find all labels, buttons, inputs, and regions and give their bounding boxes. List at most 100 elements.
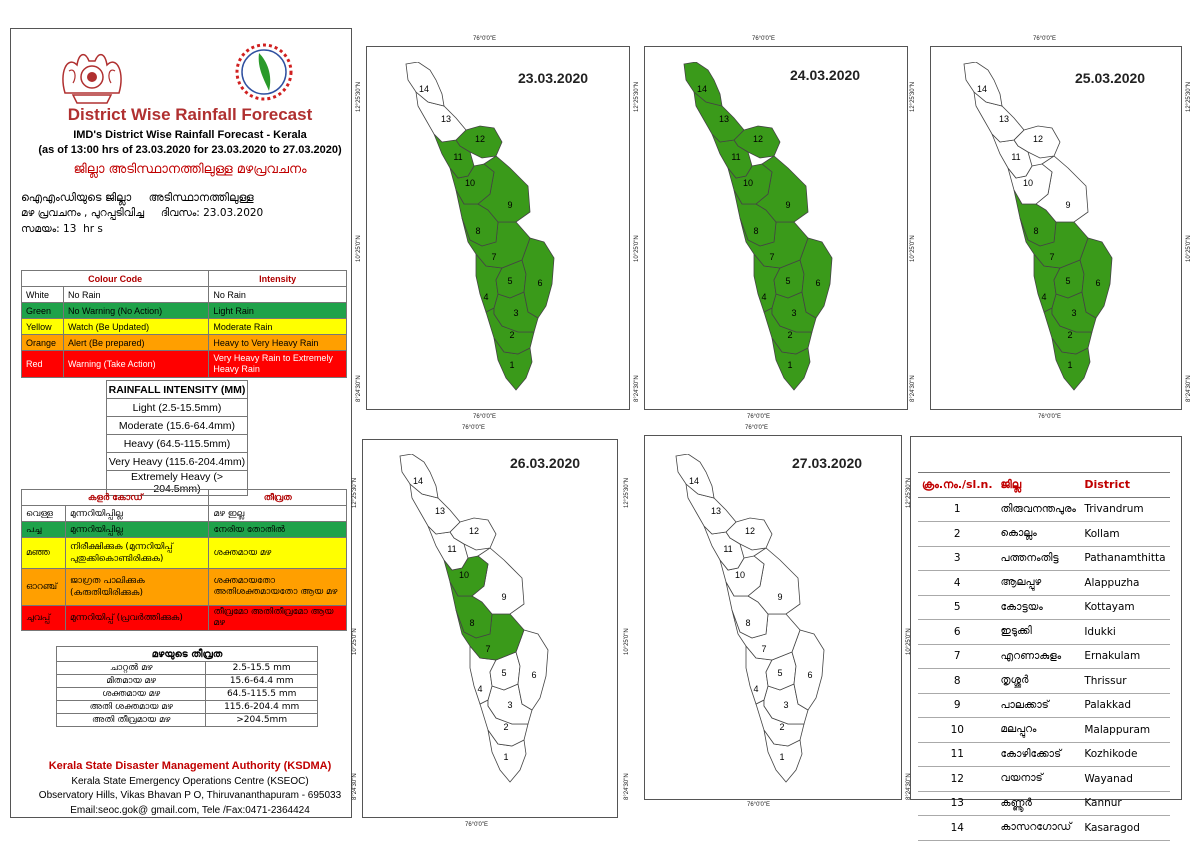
district-shape-6 — [791, 629, 825, 711]
district-shape-14 — [683, 62, 723, 107]
district-number-label: 13 — [999, 114, 1009, 124]
footer-contact: Email:seoc.gok@ gmail.com, Tele /Fax:047… — [70, 805, 310, 816]
colour-intensity: Light Rain — [208, 302, 347, 319]
district-number-label: 13 — [719, 114, 729, 124]
colour-row-orange: Orange Alert (Be prepared) Heavy to Very… — [21, 334, 347, 351]
intensity-ml-label: ചാറ്റൽ മഴ — [55, 661, 207, 675]
district-shape-6 — [521, 237, 555, 319]
district-number-label: 13 — [711, 506, 721, 516]
lat-label-mid: 10°25'0"N — [352, 628, 358, 655]
rainfall-intensity-header: RAINFALL INTENSITY (MM) — [106, 380, 248, 399]
district-shape-12 — [455, 125, 503, 159]
district-ml: തൃശ്ശൂർ — [996, 668, 1081, 694]
lon-label: 76°0'0"E — [462, 425, 486, 431]
colour-code-table-malayalam: കളർ കോഡ് തീവ്രത വെള്ള മുന്നറിയിപ്പില്ല മ… — [20, 489, 347, 631]
district-number-label: 2 — [787, 330, 792, 340]
district-shape-12 — [1013, 125, 1061, 159]
district-number-label: 11 — [447, 544, 456, 554]
map-date-1: 23.03.2020 — [518, 70, 589, 86]
district-number-label: 7 — [761, 644, 766, 654]
district-ml: കണ്ണൂർ — [996, 791, 1081, 816]
intensity-ml-label: മിതമായ മഴ — [55, 674, 207, 688]
lat-label-mid: 10°25'0"N — [634, 235, 640, 262]
district-number-label: 12 — [753, 134, 763, 144]
lat-label-mid: 10°25'0"N — [356, 235, 362, 262]
colour-row-green-ml: പച്ച മുന്നറിയിപ്പില്ല നേരിയ തോതിൽ — [21, 521, 347, 538]
intensity-header-ml: തീവ്രത — [208, 489, 347, 506]
colour-row-red: Red Warning (Take Action) Very Heavy Rai… — [21, 350, 347, 378]
footer-centre: Kerala State Emergency Operations Centre… — [71, 776, 309, 787]
district-number-label: 9 — [785, 200, 790, 210]
district-number-label: 6 — [1095, 278, 1100, 288]
district-row: 13 കണ്ണൂർ Kannur — [918, 791, 1170, 816]
lon-label: 76°0'0"E — [465, 822, 489, 828]
district-number-label: 7 — [485, 644, 490, 654]
colour-code: No Warning (No Action) — [62, 302, 210, 319]
district-no: 14 — [918, 815, 997, 841]
left-panel: District Wise Rainfall Forecast IMD's Di… — [10, 28, 352, 818]
district-shape-12 — [733, 125, 781, 159]
district-number-label: 1 — [503, 752, 508, 762]
district-row: 2 കൊല്ലം Kollam — [918, 521, 1170, 547]
colour-name: Yellow — [21, 318, 64, 335]
intensity-ml-range: 64.5-115.5 mm — [205, 687, 318, 701]
district-number-label: 5 — [777, 668, 782, 678]
lat-label-bot: 8°24'30"N — [1186, 375, 1192, 402]
district-ml: ഇടുക്കി — [996, 619, 1081, 645]
page-title: District Wise Rainfall Forecast — [67, 105, 313, 124]
lat-label-top: 12°25'30"N — [1186, 81, 1192, 112]
district-number-label: 6 — [537, 278, 542, 288]
district-number-label: 9 — [501, 592, 506, 602]
colour-intensity: ശക്തമായതോ അതിശക്തമായതോ ആയ മഴ — [208, 568, 347, 606]
ksdma-logo — [235, 43, 293, 101]
district-number-label: 5 — [785, 276, 790, 286]
map-date-2: 24.03.2020 — [790, 67, 861, 83]
district-no: 1 — [918, 497, 997, 522]
colour-row-yellow: Yellow Watch (Be Updated) Moderate Rain — [21, 318, 347, 335]
district-number-label: 3 — [1071, 308, 1076, 318]
district-en: Kannur — [1080, 791, 1170, 816]
lat-label-bot: 8°24'30"N — [356, 375, 362, 402]
district-number-label: 13 — [441, 114, 451, 124]
district-number-label: 14 — [419, 84, 429, 94]
district-shape-14 — [405, 62, 445, 107]
lon-label: 76°0'0"E — [473, 36, 497, 42]
lat-label-bot: 8°24'30"N — [634, 375, 640, 402]
district-shape-12 — [449, 517, 497, 551]
district-number-label: 13 — [435, 506, 445, 516]
district-number-label: 12 — [1033, 134, 1043, 144]
district-en: Malappuram — [1080, 717, 1170, 743]
district-number-label: 8 — [1033, 226, 1038, 236]
district-row: 4 ആലപ്പുഴ Alappuzha — [918, 570, 1170, 596]
district-number-label: 11 — [453, 152, 462, 162]
district-shape-14 — [399, 454, 439, 499]
lat-label-top: 12°25'30"N — [356, 81, 362, 112]
district-ml: വയനാട് — [996, 766, 1081, 792]
colour-code: ജാഗ്രത പാലിക്കുക (കരുതിയിരിക്കുക) — [64, 568, 210, 606]
colour-code: Alert (Be prepared) — [62, 334, 210, 351]
lat-label-bot: 8°24'30"N — [352, 773, 358, 800]
district-number-label: 11 — [731, 152, 740, 162]
colour-intensity: നേരിയ തോതിൽ — [208, 521, 347, 538]
district-number-label: 6 — [531, 670, 536, 680]
district-ml: കോഴിക്കോട് — [996, 742, 1081, 767]
district-number-label: 8 — [753, 226, 758, 236]
district-row: 14 കാസറഗോഡ് Kasaragod — [918, 815, 1170, 841]
colour-row-white-ml: വെള്ള മുന്നറിയിപ്പില്ല മഴ ഇല്ല — [21, 505, 347, 522]
colour-code: No Rain — [62, 286, 210, 303]
district-number-label: 10 — [743, 178, 753, 188]
lat-label-mid: 10°25'0"N — [1186, 235, 1192, 262]
district-number-label: 1 — [787, 360, 792, 370]
district-en: Pathanamthitta — [1080, 546, 1170, 571]
district-number-label: 1 — [1067, 360, 1072, 370]
district-number-label: 14 — [689, 476, 699, 486]
intensity-heavy: Heavy (64.5-115.5mm) — [106, 434, 248, 453]
district-number-label: 9 — [777, 592, 782, 602]
district-number-label: 6 — [815, 278, 820, 288]
district-number-label: 8 — [745, 618, 750, 628]
colour-name: പച്ച — [21, 521, 66, 538]
district-number-label: 9 — [1065, 200, 1070, 210]
colour-code: Warning (Take Action) — [62, 350, 210, 378]
